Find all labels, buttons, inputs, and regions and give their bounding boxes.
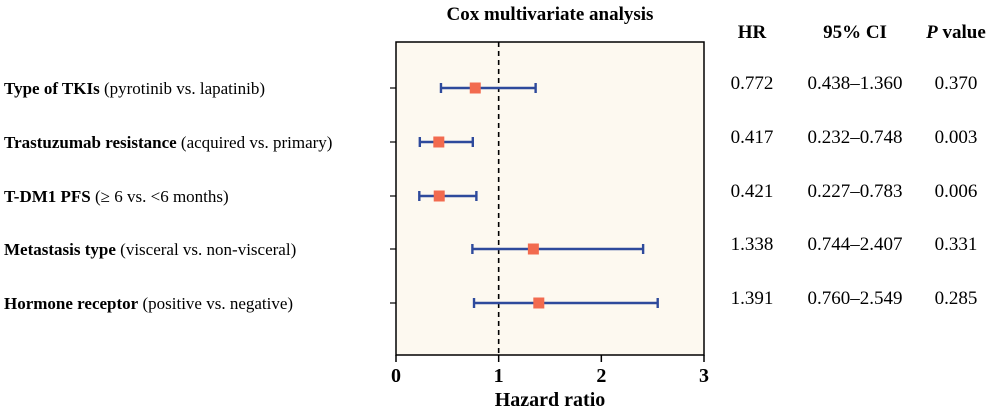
ci-value: 0.760–2.549	[808, 288, 903, 309]
hr-value: 0.772	[731, 73, 774, 94]
row-label-variable: T-DM1 PFS	[4, 187, 91, 206]
row-label-variable: Hormone receptor	[4, 294, 139, 313]
column-header-hr: HR	[738, 22, 767, 43]
row-label-comparison: (≥ 6 vs. <6 months)	[91, 187, 229, 206]
row-label-comparison: (acquired vs. primary)	[177, 133, 333, 152]
column-header-ci: 95% CI	[823, 22, 887, 43]
row-label: Type of TKIs (pyrotinib vs. lapatinib)	[4, 79, 265, 98]
hr-marker	[533, 297, 545, 309]
row-label-variable: Type of TKIs	[4, 79, 100, 98]
hr-marker	[433, 136, 445, 148]
p-value: 0.285	[935, 288, 978, 309]
row-label-comparison: (pyrotinib vs. lapatinib)	[100, 79, 265, 98]
row-label-variable: Metastasis type	[4, 240, 116, 259]
p-value: 0.006	[935, 181, 978, 202]
x-tick-label: 1	[494, 365, 504, 387]
hr-value: 0.417	[731, 127, 774, 148]
row-label: Metastasis type (visceral vs. non-viscer…	[4, 240, 296, 259]
ci-value: 0.744–2.407	[808, 234, 903, 255]
hr-marker	[469, 82, 481, 94]
p-value: 0.370	[935, 73, 978, 94]
ci-value: 0.438–1.360	[808, 73, 903, 94]
x-tick-label: 3	[699, 365, 709, 387]
hr-marker	[527, 243, 539, 255]
row-label: Trastuzumab resistance (acquired vs. pri…	[4, 133, 332, 152]
p-value: 0.003	[935, 127, 978, 148]
hr-value: 0.421	[731, 181, 774, 202]
chart-title: Cox multivariate analysis	[447, 4, 654, 25]
x-tick-label: 2	[596, 365, 606, 387]
column-header-p-italic: P	[925, 22, 938, 43]
hr-value: 1.338	[731, 234, 774, 255]
hr-value: 1.391	[731, 288, 774, 309]
row-label-comparison: (visceral vs. non-visceral)	[116, 240, 296, 259]
x-axis-title: Hazard ratio	[495, 389, 606, 411]
column-header-p-rest: value	[938, 22, 986, 43]
row-label-variable: Trastuzumab resistance	[4, 133, 177, 152]
row-label: Hormone receptor (positive vs. negative)	[4, 294, 293, 313]
row-label-comparison: (positive vs. negative)	[138, 294, 293, 313]
x-tick-label: 0	[391, 365, 401, 387]
p-value: 0.331	[935, 234, 978, 255]
row-label: T-DM1 PFS (≥ 6 vs. <6 months)	[4, 187, 229, 206]
column-header-p: P value	[925, 22, 986, 43]
hr-marker	[433, 190, 445, 202]
ci-value: 0.227–0.783	[808, 181, 903, 202]
ci-value: 0.232–0.748	[808, 127, 903, 148]
